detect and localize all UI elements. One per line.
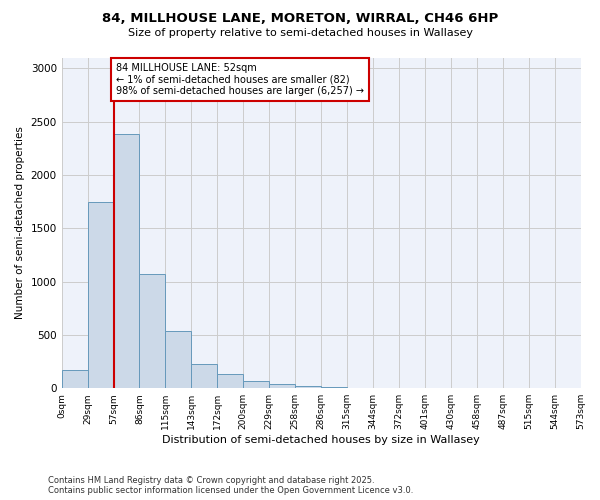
Bar (166, 330, 191, 388)
Text: 84 MILLHOUSE LANE: 52sqm
← 1% of semi-detached houses are smaller (82)
98% of se: 84 MILLHOUSE LANE: 52sqm ← 1% of semi-de… (116, 63, 364, 96)
Bar (243, 382, 269, 388)
Bar (88, 202, 113, 388)
X-axis label: Distribution of semi-detached houses by size in Wallasey: Distribution of semi-detached houses by … (162, 435, 480, 445)
Bar (113, 134, 139, 388)
Bar (269, 384, 295, 388)
Bar (321, 386, 347, 388)
Bar (295, 386, 321, 388)
Text: 84, MILLHOUSE LANE, MORETON, WIRRAL, CH46 6HP: 84, MILLHOUSE LANE, MORETON, WIRRAL, CH4… (102, 12, 498, 26)
Y-axis label: Number of semi-detached properties: Number of semi-detached properties (15, 126, 25, 320)
Bar (191, 364, 217, 388)
Bar (62, 370, 88, 388)
Text: Contains HM Land Registry data © Crown copyright and database right 2025.
Contai: Contains HM Land Registry data © Crown c… (48, 476, 413, 495)
Bar (217, 374, 243, 388)
Bar (139, 274, 166, 388)
Text: Size of property relative to semi-detached houses in Wallasey: Size of property relative to semi-detach… (128, 28, 473, 38)
